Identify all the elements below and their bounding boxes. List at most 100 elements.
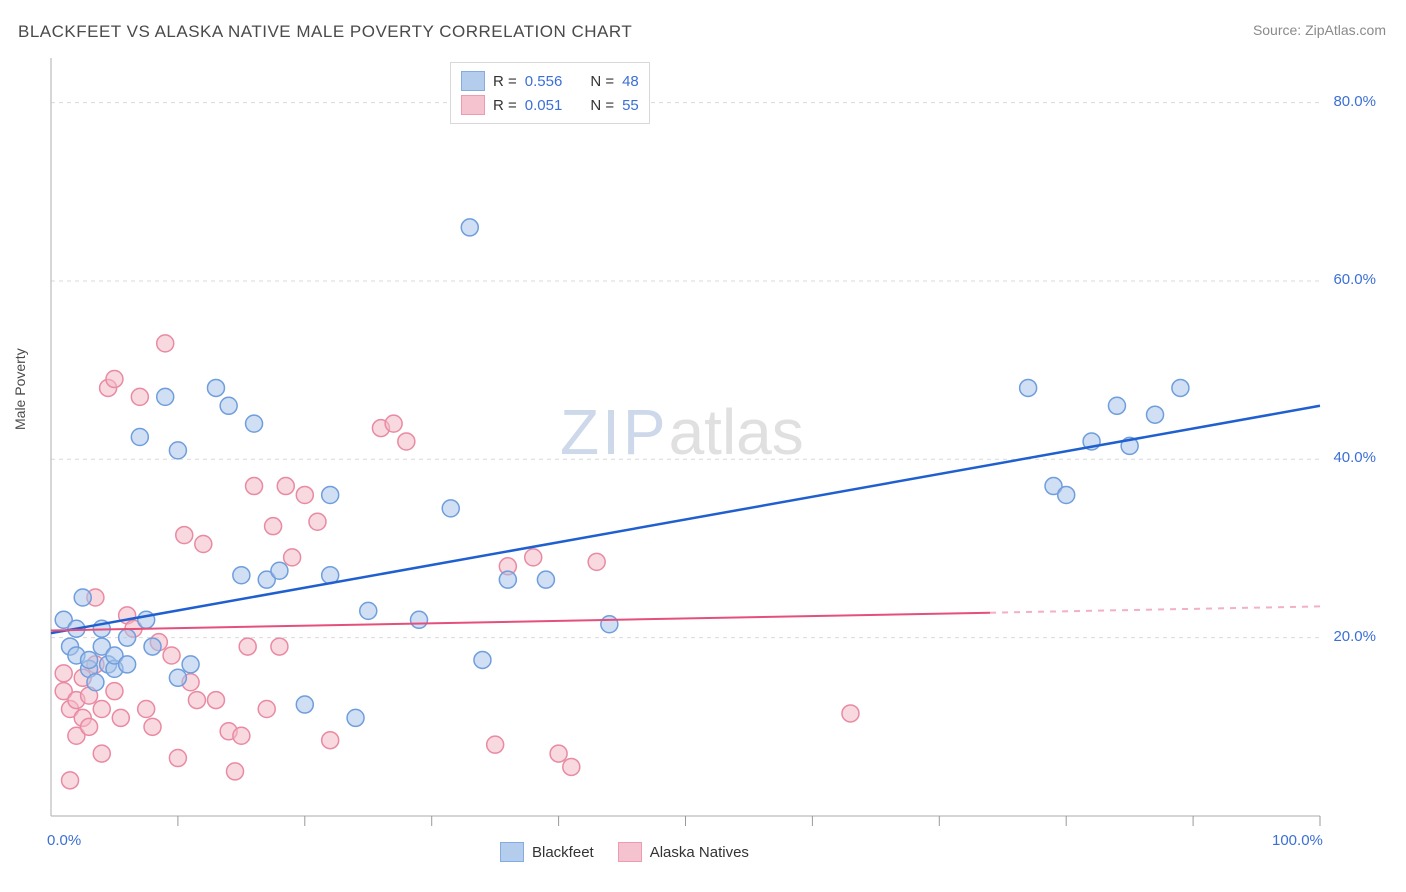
data-point (106, 683, 123, 700)
data-point (474, 651, 491, 668)
data-point (207, 379, 224, 396)
data-point (207, 692, 224, 709)
data-point (277, 478, 294, 495)
data-point (246, 478, 263, 495)
legend-r-label: R = (493, 73, 517, 90)
legend-swatch (618, 842, 642, 862)
data-point (284, 549, 301, 566)
data-point (157, 388, 174, 405)
y-tick-label: 60.0% (1316, 271, 1376, 288)
data-point (233, 567, 250, 584)
legend-swatch (500, 842, 524, 862)
data-point (144, 718, 161, 735)
trend-line (51, 613, 990, 631)
legend-stats-row: R = 0.051 N = 55 (461, 93, 639, 117)
data-point (265, 518, 282, 535)
data-point (525, 549, 542, 566)
chart-title: BLACKFEET VS ALASKA NATIVE MALE POVERTY … (18, 22, 632, 42)
data-point (106, 371, 123, 388)
data-point (112, 709, 129, 726)
source-label: Source: (1253, 22, 1305, 38)
data-point (93, 700, 110, 717)
trend-line-dashed (990, 606, 1320, 612)
data-point (195, 536, 212, 553)
data-point (188, 692, 205, 709)
data-point (1147, 406, 1164, 423)
data-point (296, 696, 313, 713)
data-point (131, 388, 148, 405)
data-point (322, 486, 339, 503)
data-point (271, 638, 288, 655)
scatter-plot (50, 56, 1380, 836)
data-point (258, 700, 275, 717)
y-tick-label: 20.0% (1316, 628, 1376, 645)
data-point (842, 705, 859, 722)
data-point (360, 602, 377, 619)
data-point (138, 700, 155, 717)
data-point (169, 669, 186, 686)
data-point (169, 750, 186, 767)
trend-line (51, 406, 1320, 633)
data-point (398, 433, 415, 450)
data-point (233, 727, 250, 744)
legend-series-item: Blackfeet (500, 842, 594, 862)
data-point (74, 589, 91, 606)
x-tick-label: 100.0% (1272, 832, 1323, 849)
data-point (81, 718, 98, 735)
data-point (347, 709, 364, 726)
y-tick-label: 80.0% (1316, 93, 1376, 110)
data-point (55, 665, 72, 682)
y-tick-label: 40.0% (1316, 449, 1376, 466)
data-point (81, 651, 98, 668)
data-point (487, 736, 504, 753)
data-point (537, 571, 554, 588)
data-point (499, 571, 516, 588)
data-point (271, 562, 288, 579)
legend-r-value: 0.556 (525, 73, 563, 90)
legend-stats: R =0.556N =48R =0.051N =55 (450, 62, 650, 124)
y-axis-label: Male Poverty (12, 348, 28, 430)
data-point (169, 442, 186, 459)
data-point (227, 763, 244, 780)
legend-swatch (461, 95, 485, 115)
legend-n-label: N = (590, 73, 614, 90)
data-point (550, 745, 567, 762)
legend-r-label: R = (493, 97, 517, 114)
x-tick-label: 0.0% (47, 832, 81, 849)
legend-n-value: 55 (622, 97, 639, 114)
data-point (220, 397, 237, 414)
data-point (309, 513, 326, 530)
data-point (87, 674, 104, 691)
data-point (157, 335, 174, 352)
data-point (563, 758, 580, 775)
legend-series-item: Alaska Natives (618, 842, 749, 862)
source-attribution: Source: ZipAtlas.com (1253, 22, 1386, 38)
data-point (119, 656, 136, 673)
data-point (461, 219, 478, 236)
data-point (131, 429, 148, 446)
data-point (1172, 379, 1189, 396)
data-point (442, 500, 459, 517)
data-point (144, 638, 161, 655)
data-point (93, 745, 110, 762)
legend-swatch (461, 71, 485, 91)
data-point (1058, 486, 1075, 503)
data-point (322, 732, 339, 749)
legend-series: Blackfeet Alaska Natives (500, 842, 749, 862)
data-point (176, 527, 193, 544)
legend-n-label: N = (590, 97, 614, 114)
data-point (163, 647, 180, 664)
data-point (182, 656, 199, 673)
data-point (588, 553, 605, 570)
data-point (246, 415, 263, 432)
data-point (239, 638, 256, 655)
source-name: ZipAtlas.com (1305, 22, 1386, 38)
data-point (119, 629, 136, 646)
data-point (385, 415, 402, 432)
legend-r-value: 0.051 (525, 97, 563, 114)
data-point (1020, 379, 1037, 396)
data-point (601, 616, 618, 633)
data-point (296, 486, 313, 503)
legend-stats-row: R =0.556N =48 (461, 69, 639, 93)
data-point (411, 611, 428, 628)
